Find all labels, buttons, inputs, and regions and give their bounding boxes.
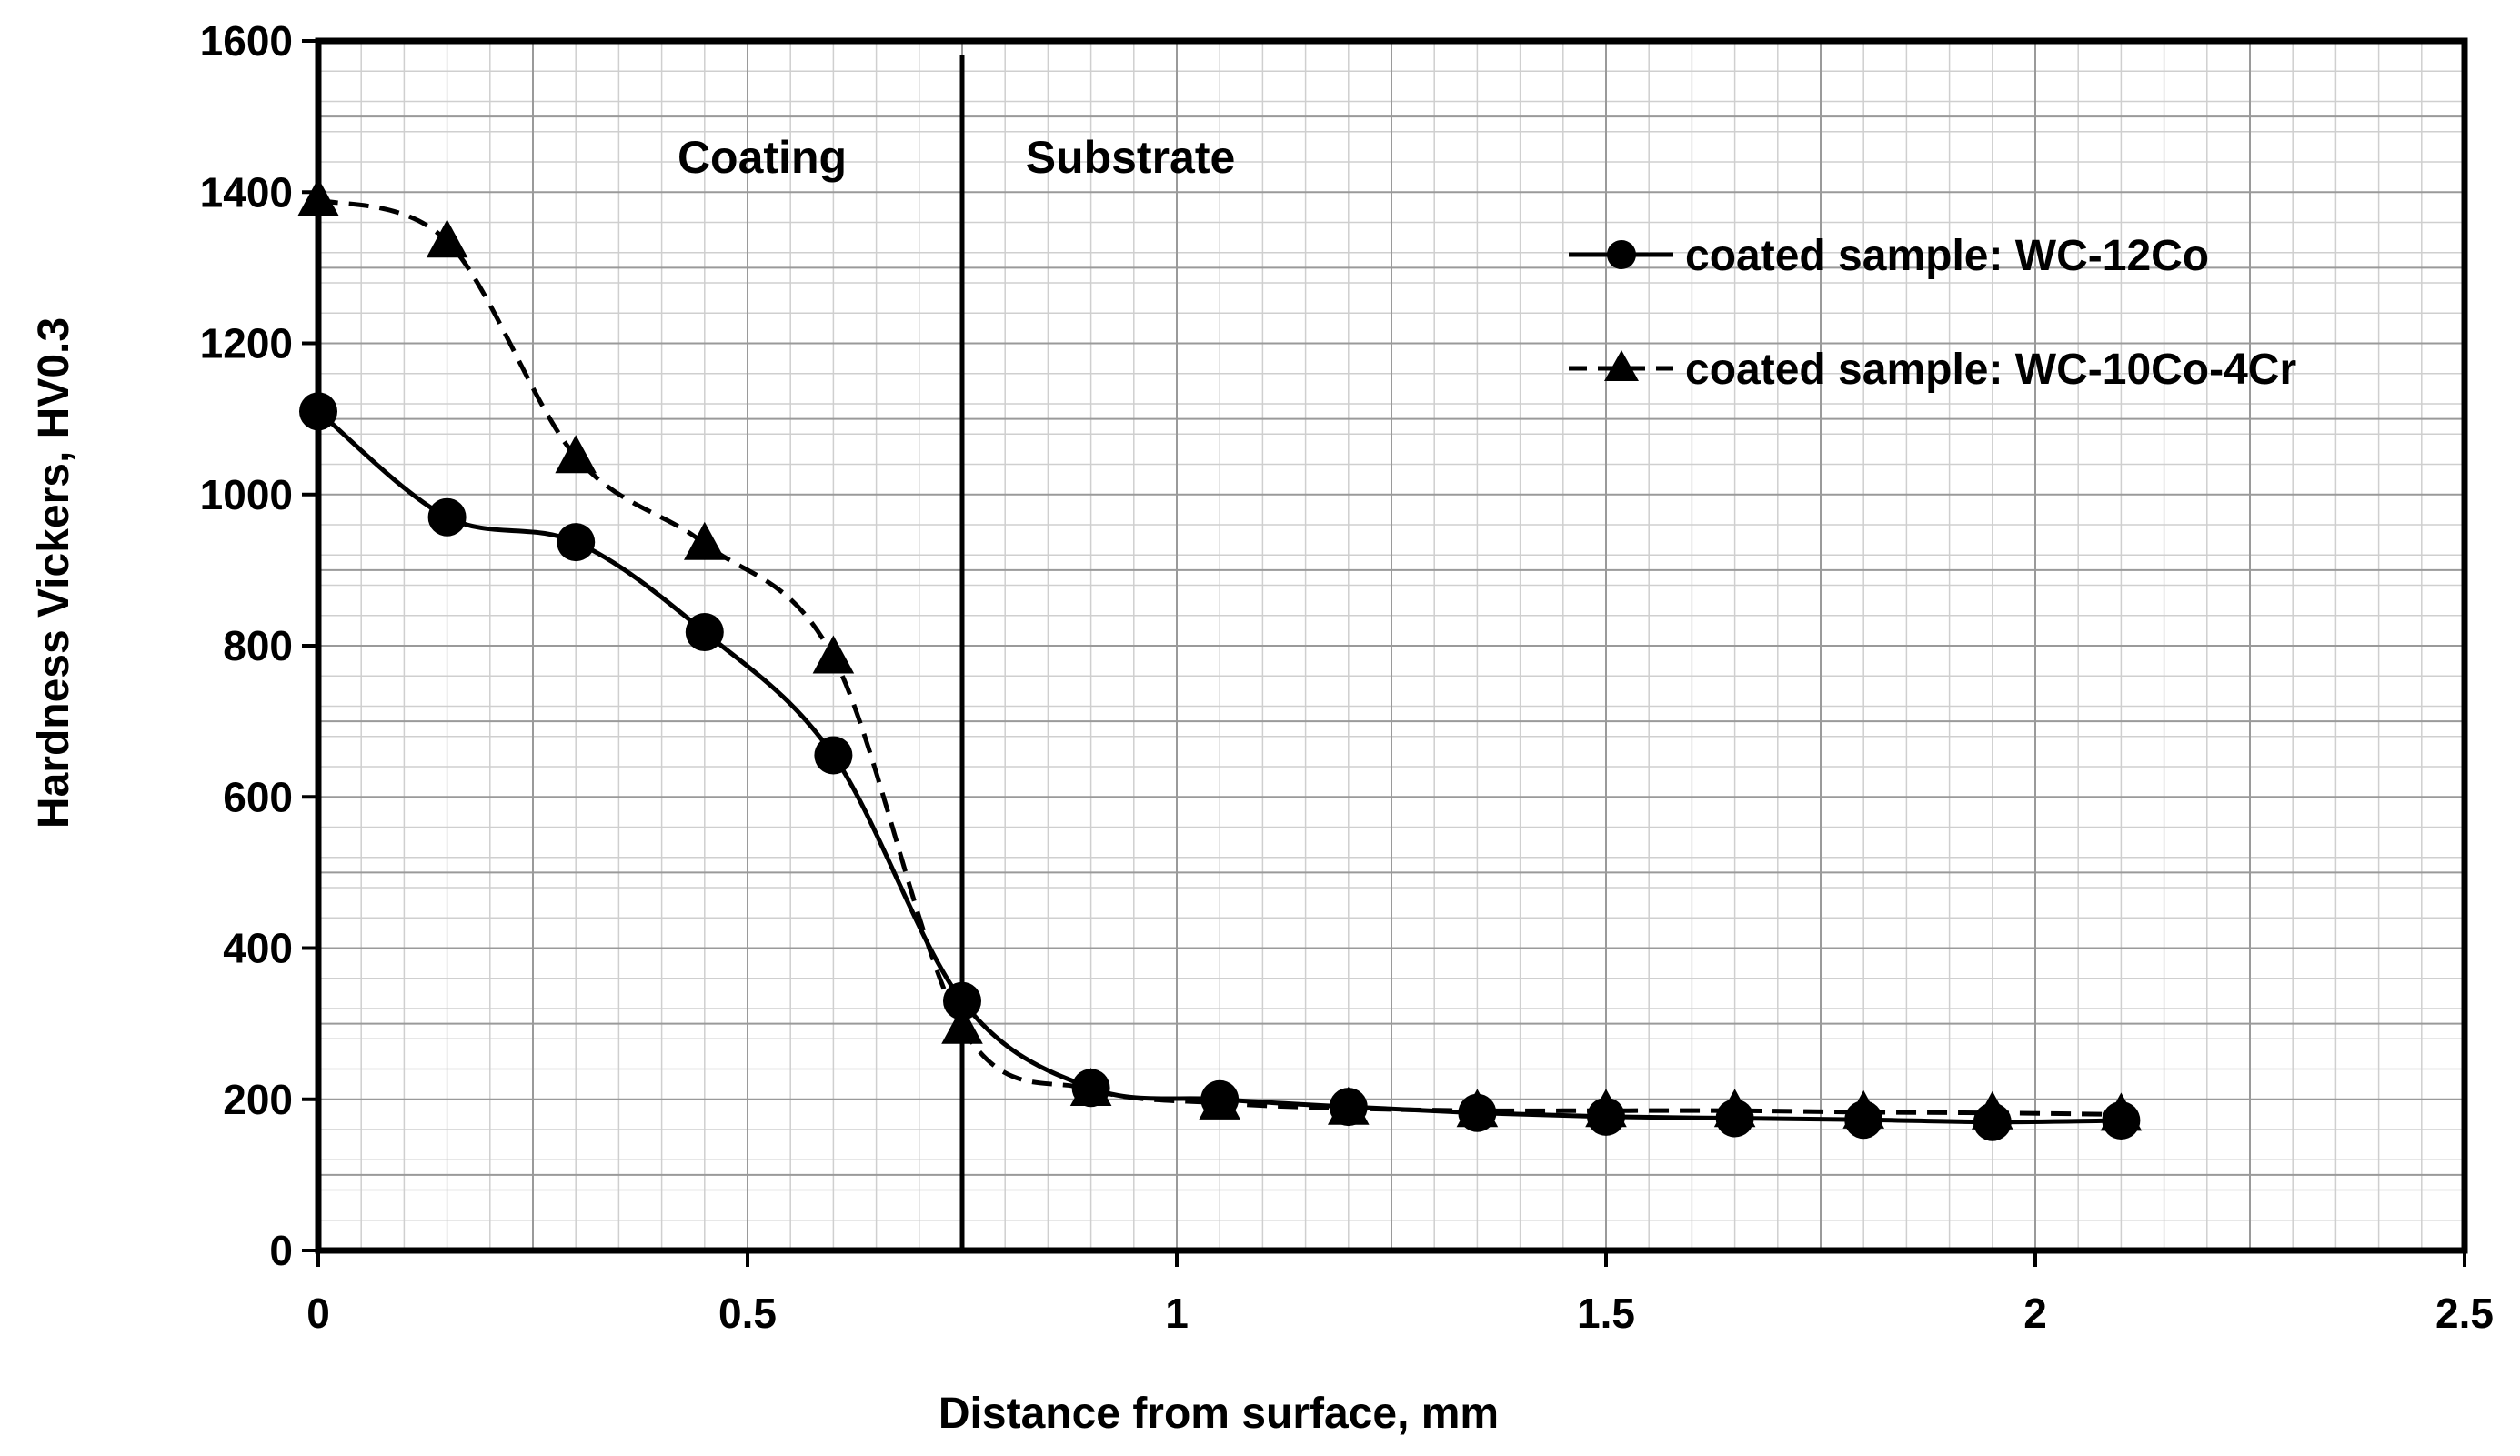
legend-label-wc12co: coated sample: WC-12Co	[1685, 232, 2209, 280]
data-point-triangle	[426, 219, 468, 258]
axes	[302, 37, 2468, 1267]
data-point-triangle	[297, 177, 339, 216]
y-tick-label: 1400	[200, 168, 293, 216]
y-tick-label: 200	[223, 1076, 293, 1123]
y-tick-label: 800	[223, 622, 293, 669]
x-tick-label: 0	[306, 1290, 330, 1337]
y-axis-title: Hardness Vickers, HV0.3	[30, 317, 78, 828]
data-point-circle	[427, 497, 467, 537]
data-point-triangle	[1842, 1089, 1884, 1129]
data-point-triangle	[555, 435, 597, 474]
data-point-circle	[814, 736, 853, 775]
y-tick-label: 1200	[200, 320, 293, 367]
y-tick-label: 600	[223, 773, 293, 820]
data-point-triangle	[684, 521, 726, 560]
legend: coated sample: WC-12Co coated sample: WC…	[1569, 232, 2296, 394]
tick-labels: 0 200 400 600 800 1000 1200 1400 1600 0 0.5 1 1.5 2 2.…	[200, 17, 2494, 1337]
data-point-circle	[299, 392, 337, 431]
x-tick-label: 2.5	[2435, 1290, 2494, 1337]
x-axis-title: Distance from surface, mm	[939, 1390, 1499, 1438]
x-tick-label: 0.5	[718, 1290, 777, 1337]
data-point-triangle	[1069, 1067, 1112, 1106]
region-label-substrate: Substrate	[1026, 132, 1236, 183]
data-point-triangle	[941, 1005, 983, 1044]
data-point-circle	[557, 523, 596, 562]
x-tick-label: 2	[2023, 1290, 2047, 1337]
data-point-triangle	[1972, 1090, 2013, 1130]
data-point-triangle	[1199, 1080, 1240, 1120]
data-point-triangle	[1456, 1089, 1499, 1128]
legend-marker-wc10co4cr	[1604, 350, 1639, 381]
data-series	[297, 177, 2143, 1141]
data-point-triangle	[1713, 1089, 1756, 1128]
data-point-triangle	[2100, 1092, 2143, 1131]
data-point-triangle	[812, 635, 855, 674]
data-point-triangle	[1585, 1089, 1627, 1128]
y-tick-label: 1600	[200, 17, 293, 65]
x-tick-label: 1	[1165, 1290, 1189, 1337]
legend-marker-wc12co	[1607, 240, 1636, 269]
x-tick-label: 1.5	[1577, 1290, 1635, 1337]
data-point-circle	[685, 613, 724, 652]
region-label-coating: Coating	[678, 132, 847, 183]
legend-label-wc10co4cr: coated sample: WC-10Co-4Cr	[1685, 346, 2296, 394]
y-tick-label: 0	[269, 1227, 293, 1274]
y-tick-label: 400	[223, 925, 293, 972]
y-tick-label: 1000	[200, 471, 293, 518]
series-line-0	[316, 409, 2122, 1125]
data-point-triangle	[1328, 1086, 1370, 1125]
